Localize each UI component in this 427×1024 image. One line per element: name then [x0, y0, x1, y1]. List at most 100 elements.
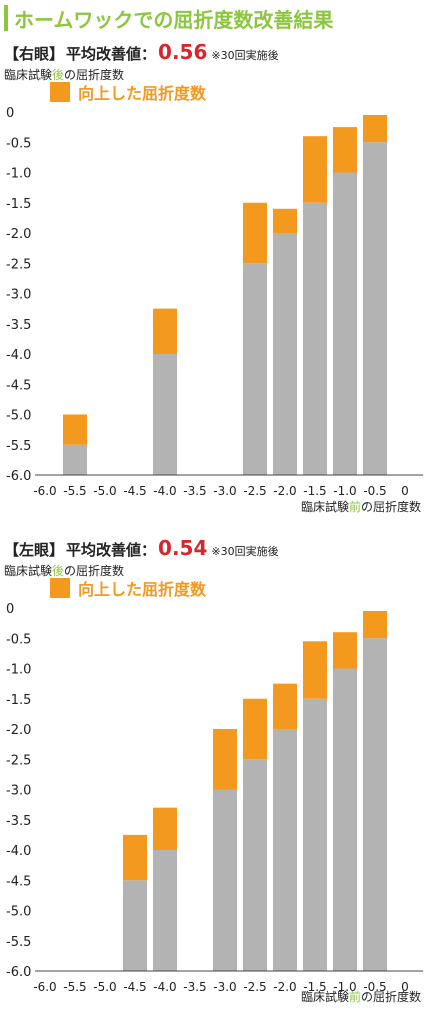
x-tick-label: -0.5	[363, 484, 386, 498]
y-tick-label: -2.0	[6, 723, 31, 738]
x-axis-title: 臨床試験前の屈折度数	[301, 988, 421, 1005]
right-eye-panel: 【右眼】 平均改善値： 0.56 ※30回実施後 臨床試験後の屈折度数 0 -0.…	[0, 40, 427, 520]
x-tick-label: -4.0	[153, 484, 176, 498]
average-value: 0.56	[158, 40, 208, 64]
legend-label: 向上した屈折度数	[78, 580, 207, 599]
bar-improvement	[153, 807, 177, 850]
bar-before	[213, 789, 237, 971]
y-tick-label: -5.0	[6, 409, 31, 424]
legend-swatch	[50, 578, 70, 598]
left-eye-chart: 0 -0.5 -1.0 -1.5 -2.0 -2.5 -3.0 -3.5 -4.0 -4.5 -5.…	[6, 578, 423, 994]
x-axis-title-highlight: 前	[348, 500, 361, 514]
x-tick-label: -2.5	[243, 484, 266, 498]
bar-improvement	[303, 641, 327, 699]
x-axis-title-highlight: 前	[348, 990, 361, 1004]
y-axis-title: 臨床試験後の屈折度数	[4, 66, 124, 83]
bar-before	[333, 668, 357, 971]
bar-improvement	[213, 729, 237, 790]
x-axis-title: 臨床試験前の屈折度数	[301, 498, 421, 515]
y-tick-label: -6.0	[6, 469, 31, 484]
bar-before	[123, 880, 147, 971]
x-tick-label: -5.5	[63, 484, 86, 498]
x-tick-label: -6.0	[33, 980, 56, 994]
x-tick-label: 0	[401, 980, 409, 994]
y-tick-label: -2.5	[6, 753, 31, 768]
y-tick-label: -4.5	[6, 874, 31, 889]
x-tick-label: -1.0	[333, 980, 356, 994]
bar-before	[363, 638, 387, 971]
y-tick-label: 0	[6, 106, 14, 121]
bar-improvement	[63, 414, 87, 445]
x-axis-title-part: の屈折度数	[360, 500, 421, 514]
bar-before	[243, 759, 267, 971]
x-axis-title-part: 臨床試験	[300, 990, 349, 1004]
legend-label: 向上した屈折度数	[78, 84, 207, 103]
y-tick-label: -1.5	[6, 693, 31, 708]
y-tick-label: -5.5	[6, 935, 31, 950]
panel-header: 【左眼】 平均改善値： 0.54 ※30回実施後	[4, 536, 279, 560]
x-tick-label: 0	[401, 484, 409, 498]
bar-improvement	[303, 136, 327, 203]
x-axis-title-part: 臨床試験	[300, 500, 349, 514]
y-tick-label: -2.0	[6, 227, 31, 242]
x-tick-label: -1.0	[333, 484, 356, 498]
bar-before	[273, 729, 297, 971]
y-axis-title-part: 臨床試験	[4, 564, 53, 578]
y-tick-label: -0.5	[6, 632, 31, 647]
y-tick-label: -4.0	[6, 348, 31, 363]
y-tick-label: -3.0	[6, 288, 31, 303]
x-tick-label: -3.5	[183, 980, 206, 994]
average-note: ※30回実施後	[211, 545, 279, 558]
x-tick-label: -2.0	[273, 484, 296, 498]
x-tick-label: -4.5	[123, 980, 146, 994]
y-axis-title-part: の屈折度数	[64, 564, 125, 578]
y-tick-label: -4.0	[6, 844, 31, 859]
bar-improvement	[243, 698, 267, 760]
title-accent-bar	[4, 5, 8, 31]
x-tick-label: -5.0	[93, 484, 116, 498]
eye-label: 【左眼】	[4, 541, 65, 559]
page-title-text: ホームワックでの屈折度数改善結果	[14, 7, 334, 32]
eye-label: 【右眼】	[4, 45, 65, 63]
y-tick-label: -4.5	[6, 378, 31, 393]
x-axis-title-part: の屈折度数	[360, 990, 421, 1004]
average-label: 平均改善値：	[66, 45, 157, 63]
y-tick-label: -2.5	[6, 257, 31, 272]
y-tick-label: -5.0	[6, 905, 31, 920]
y-axis-title: 臨床試験後の屈折度数	[4, 562, 124, 579]
bar-before	[273, 233, 297, 475]
y-tick-label: -1.0	[6, 663, 31, 678]
bar-before	[63, 444, 87, 475]
y-axis-title-part: 臨床試験	[4, 68, 53, 82]
y-axis-title-part: の屈折度数	[64, 68, 125, 82]
bar-improvement	[363, 611, 387, 639]
x-tick-label: -5.5	[63, 980, 86, 994]
right-eye-chart: 0 -0.5 -1.0 -1.5 -2.0 -2.5 -3.0 -3.5 -4.0 -4.5 -5.…	[6, 82, 423, 498]
bar-improvement	[153, 308, 177, 354]
bar-improvement	[333, 632, 357, 669]
bar-before	[153, 354, 177, 475]
x-tick-label: -1.5	[303, 484, 326, 498]
bar-before	[303, 698, 327, 971]
y-tick-label: -1.5	[6, 197, 31, 212]
left-eye-panel: 【左眼】 平均改善値： 0.54 ※30回実施後 臨床試験後の屈折度数 0 -0.…	[0, 536, 427, 1016]
y-axis-title-highlight: 後	[52, 68, 65, 82]
bar-improvement	[123, 834, 147, 881]
x-tick-label: -1.5	[303, 980, 326, 994]
bar-before	[333, 172, 357, 475]
bar-improvement	[333, 127, 357, 173]
y-tick-label: -0.5	[6, 136, 31, 151]
x-tick-label: -3.0	[213, 980, 236, 994]
x-tick-label: -2.5	[243, 980, 266, 994]
y-tick-label: -3.0	[6, 784, 31, 799]
x-tick-label: -4.0	[153, 980, 176, 994]
x-tick-label: -3.5	[183, 484, 206, 498]
x-tick-label: -0.5	[363, 980, 386, 994]
y-tick-label: -5.5	[6, 439, 31, 454]
panel-header: 【右眼】 平均改善値： 0.56 ※30回実施後	[4, 40, 279, 64]
legend-swatch	[50, 82, 70, 102]
bar-before	[153, 850, 177, 971]
average-note: ※30回実施後	[211, 49, 279, 62]
y-tick-label: -1.0	[6, 167, 31, 182]
average-label: 平均改善値：	[66, 541, 157, 559]
